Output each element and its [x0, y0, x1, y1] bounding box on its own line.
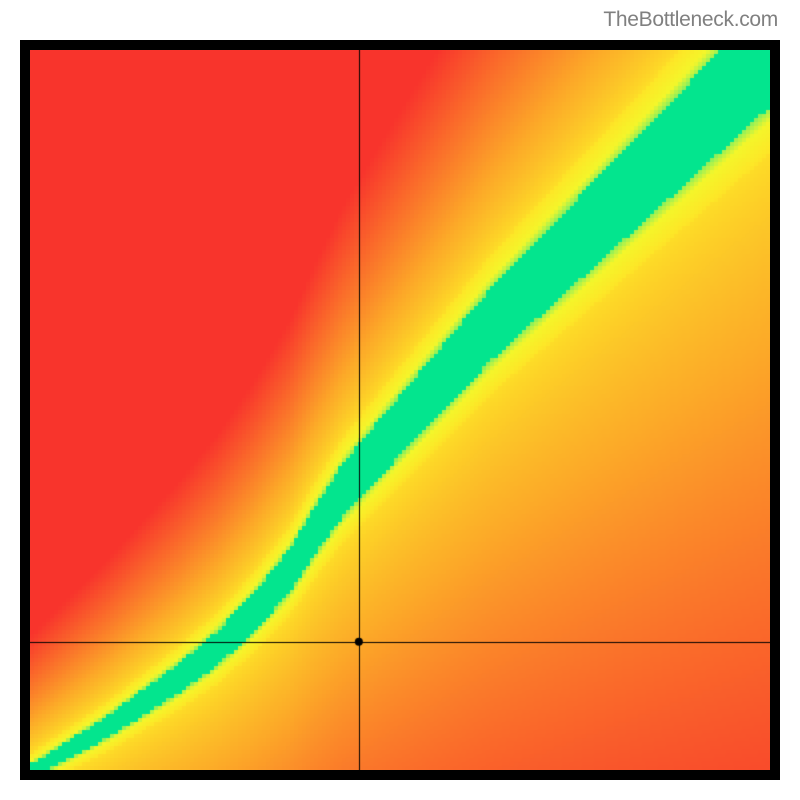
chart-container: TheBottleneck.com [0, 0, 800, 800]
watermark-text: TheBottleneck.com [603, 8, 778, 32]
chart-frame [20, 40, 780, 780]
heatmap-canvas [30, 50, 770, 770]
